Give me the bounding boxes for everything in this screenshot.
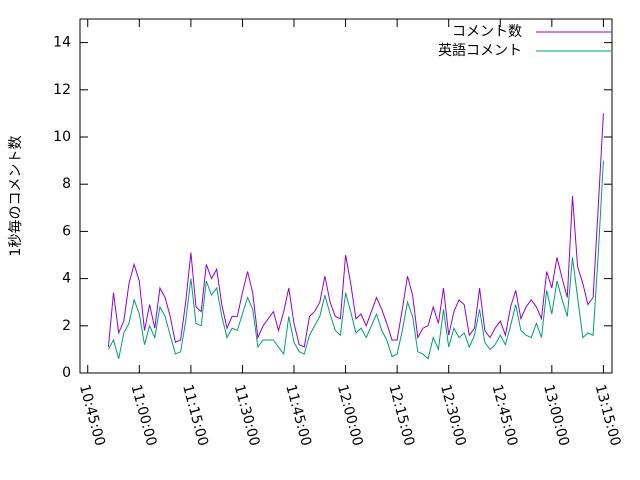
x-tick-label: 11:45:00 [282,383,314,448]
y-tick-label: 0 [62,365,71,381]
y-tick-label: 12 [53,82,71,98]
x-tick-label: 13:00:00 [540,383,572,448]
data-line [107,160,604,360]
y-tick-label: 2 [62,318,71,334]
x-tick-label: 11:00:00 [128,383,160,448]
legend-label: 英語コメント [438,42,522,59]
x-tick-label: 11:15:00 [179,383,211,448]
data-line [107,113,604,348]
plot-frame [79,18,613,374]
x-tick-label: 12:15:00 [385,383,417,448]
x-tick-label: 13:15:00 [592,383,624,448]
y-tick-label: 6 [62,223,71,239]
y-tick-label: 4 [62,271,71,287]
x-tick-label: 12:00:00 [334,383,366,448]
legend-label: コメント数 [452,24,522,40]
x-tick-label: 11:30:00 [231,383,263,448]
y-tick-label: 10 [53,129,71,145]
x-tick-label: 10:45:00 [76,383,108,448]
y-axis-label: 1秒毎のコメント数 [8,136,24,257]
y-tick-label: 14 [53,35,71,51]
x-tick-label: 12:45:00 [489,383,521,448]
y-tick-label: 8 [62,176,71,192]
x-tick-label: 12:30:00 [437,383,469,448]
